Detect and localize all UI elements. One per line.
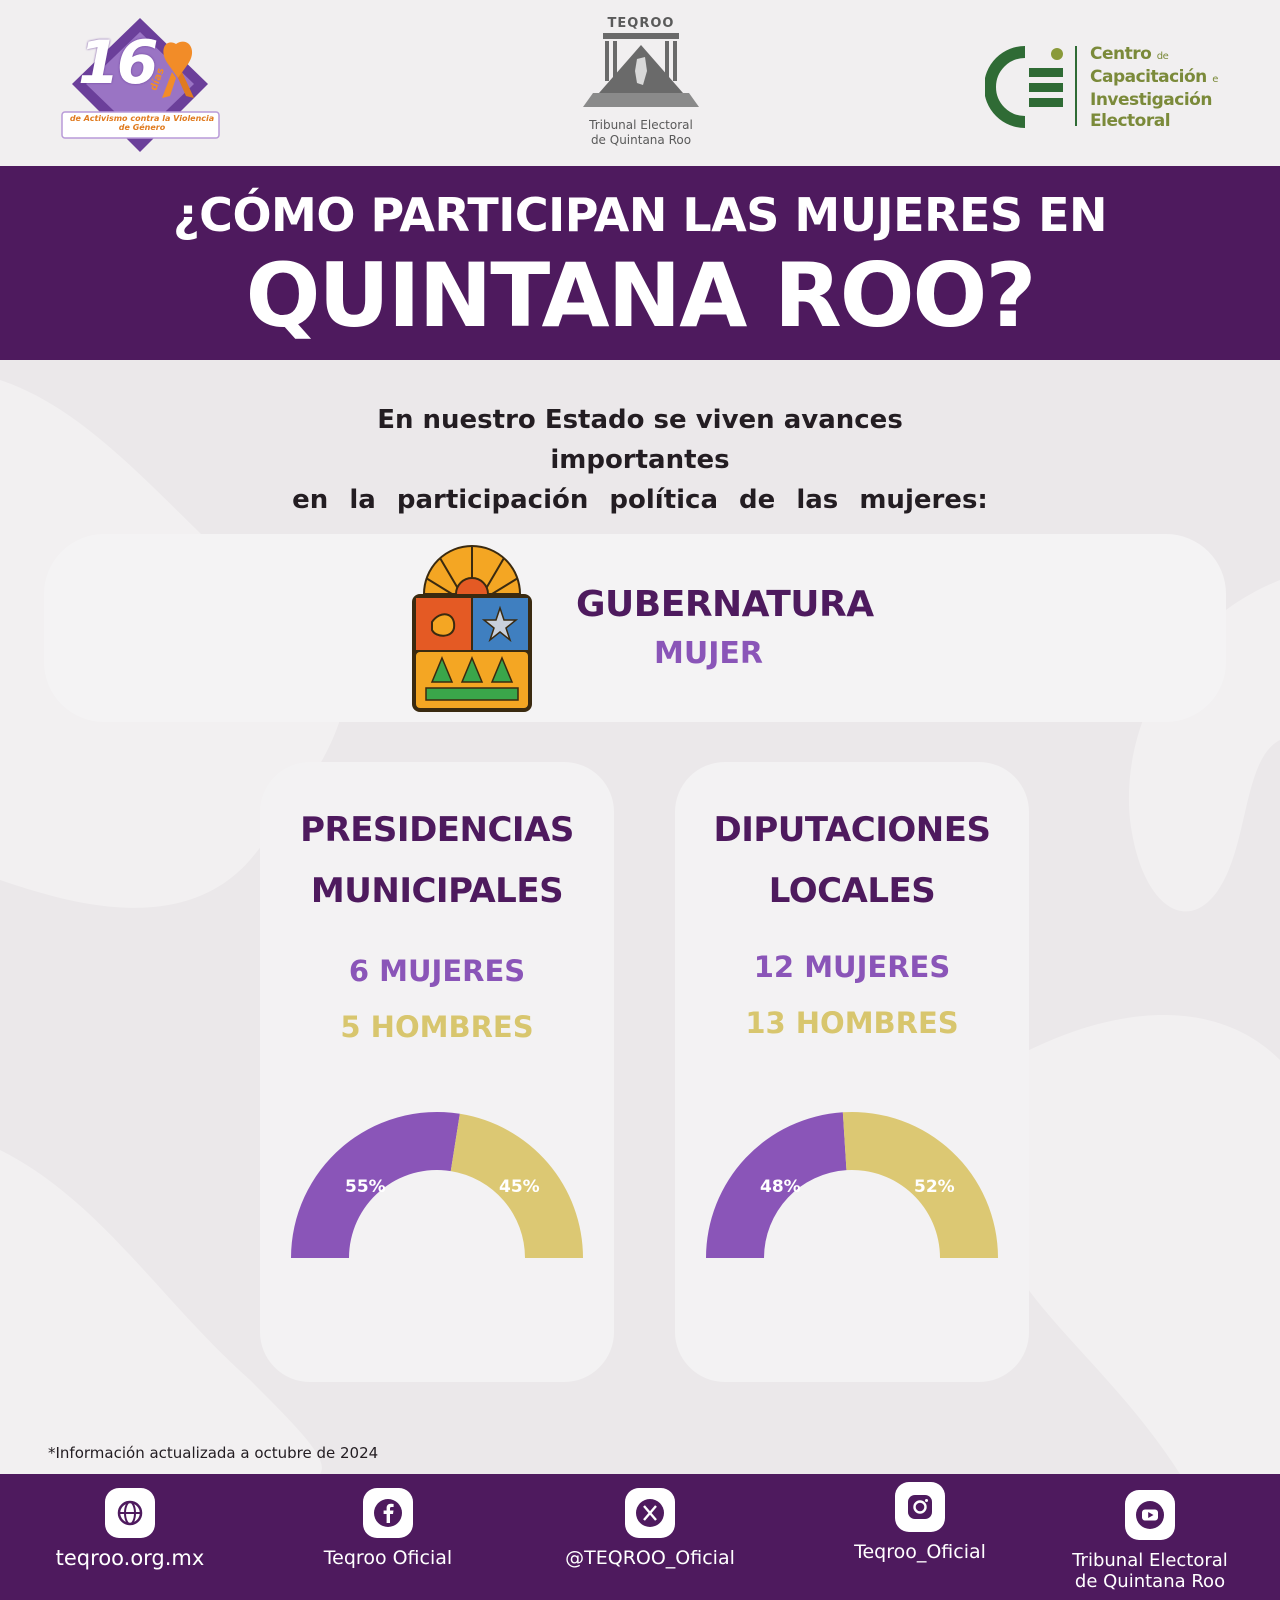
- presidencias-men-segment: [450, 1113, 583, 1258]
- footer-social-bar: teqroo.org.mx Teqroo Oficial @TEQROO_Ofi…: [0, 1474, 1280, 1600]
- 16-dias-diamond-icon: [61, 18, 220, 152]
- diputaciones-title-line2: LOCALES: [768, 871, 936, 911]
- quintana-roo-coat-of-arms-icon: [412, 545, 532, 712]
- diputaciones-women-segment: [706, 1112, 847, 1258]
- diputaciones-men: 13 HOMBRES: [745, 1006, 959, 1040]
- intro-text: En nuestro Estado se viven avances impor…: [290, 400, 990, 520]
- presidencias-women: 6 MUJERES: [348, 954, 526, 988]
- diputaciones-title: DIPUTACIONES LOCALES: [675, 800, 1029, 922]
- instagram-icon: [895, 1482, 945, 1532]
- youtube-label-line1: Tribunal Electoral: [1072, 1550, 1228, 1571]
- presidencias-women-pct: 55%: [345, 1177, 386, 1197]
- ccie-line3: Investigación: [1090, 90, 1212, 110]
- gubernatura-title: GUBERNATURA: [576, 584, 874, 625]
- intro-line1: En nuestro Estado se viven avances impor…: [377, 405, 903, 475]
- footer-website[interactable]: teqroo.org.mx: [20, 1488, 240, 1569]
- ccie-line1: Centro: [1090, 44, 1152, 64]
- facebook-icon: [363, 1488, 413, 1538]
- ccie-line4: Electoral: [1090, 111, 1171, 131]
- diputaciones-men-pct: 52%: [914, 1177, 955, 1197]
- diputaciones-card: DIPUTACIONES LOCALES 12 MUJERES 13 HOMBR…: [675, 762, 1029, 1382]
- teqroo-name-line1: Tribunal Electoral: [589, 118, 693, 132]
- diputaciones-men-segment: [842, 1112, 998, 1258]
- youtube-icon: [1125, 1490, 1175, 1540]
- activism-tagline: de Activismo contra la Violencia de Géne…: [69, 114, 215, 132]
- ccie-line1-small: de: [1156, 51, 1169, 62]
- diputaciones-women: 12 MUJERES: [753, 950, 951, 984]
- ccie-divider: [1075, 46, 1077, 126]
- ccie-line2: Capacitación: [1090, 67, 1207, 87]
- facebook-label: Teqroo Oficial: [323, 1547, 453, 1569]
- youtube-label: Tribunal Electoral de Quintana Roo: [1040, 1550, 1260, 1592]
- instagram-label: Teqroo_Oficial: [854, 1541, 986, 1563]
- ccie-emblem-icon: [985, 46, 1063, 128]
- presidencias-gauge-chart: 55% 45%: [291, 1112, 583, 1258]
- footer-youtube[interactable]: Tribunal Electoral de Quintana Roo: [1040, 1490, 1260, 1592]
- presidencias-title-line2: MUNICIPALES: [310, 871, 564, 911]
- ccie-line2-small: e: [1212, 74, 1218, 85]
- footer-x[interactable]: @TEQROO_Oficial: [540, 1488, 760, 1569]
- 16-number: 16: [78, 28, 158, 98]
- diputaciones-women-pct: 48%: [760, 1177, 801, 1197]
- presidencias-men: 5 HOMBRES: [340, 1010, 534, 1044]
- website-label: teqroo.org.mx: [55, 1546, 205, 1570]
- banner-title-line1: ¿CÓMO PARTICIPAN LAS MUJERES EN: [173, 188, 1108, 242]
- gubernatura-panel: GUBERNATURA MUJER: [44, 534, 1226, 722]
- ccie-logo: Centro de Capacitación e Investigación E…: [985, 44, 1225, 134]
- title-banner: ¿CÓMO PARTICIPAN LAS MUJERES EN QUINTANA…: [0, 166, 1280, 360]
- x-label: @TEQROO_Oficial: [565, 1547, 735, 1569]
- footer-instagram[interactable]: Teqroo_Oficial: [810, 1482, 1030, 1563]
- presidencias-men-pct: 45%: [499, 1177, 540, 1197]
- header: 16 días de Activismo contra la Violencia…: [0, 0, 1280, 166]
- x-icon: [625, 1488, 675, 1538]
- presidencias-title: PRESIDENCIAS MUNICIPALES: [260, 800, 614, 922]
- presidencias-women-segment: [291, 1112, 460, 1258]
- intro-line2: en la participación política de las muje…: [292, 485, 988, 515]
- banner-title-line2: QUINTANA ROO?: [245, 244, 1037, 347]
- 16-dias-logo: 16 días de Activismo contra la Violencia…: [58, 14, 223, 154]
- teqroo-acronym: TEQROO: [607, 16, 675, 31]
- footer-facebook[interactable]: Teqroo Oficial: [278, 1488, 498, 1569]
- update-note: *Información actualizada a octubre de 20…: [48, 1444, 379, 1462]
- globe-icon: [105, 1488, 155, 1538]
- presidencias-title-line1: PRESIDENCIAS: [300, 810, 574, 850]
- diputaciones-gauge-chart: 48% 52%: [706, 1112, 998, 1258]
- teqroo-logo: TEQROO Tribunal Electoral de Quintana Ro…: [583, 16, 699, 151]
- youtube-label-line2: de Quintana Roo: [1074, 1571, 1226, 1592]
- diputaciones-title-line1: DIPUTACIONES: [713, 810, 991, 850]
- teqroo-name: Tribunal Electoral de Quintana Roo: [583, 118, 699, 148]
- tribunal-building-icon: [583, 33, 699, 107]
- ccie-name: Centro de Capacitación e Investigación E…: [1090, 44, 1218, 132]
- gubernatura-value: MUJER: [654, 636, 763, 671]
- teqroo-name-line2: de Quintana Roo: [590, 133, 692, 147]
- presidencias-card: PRESIDENCIAS MUNICIPALES 6 MUJERES 5 HOM…: [260, 762, 614, 1382]
